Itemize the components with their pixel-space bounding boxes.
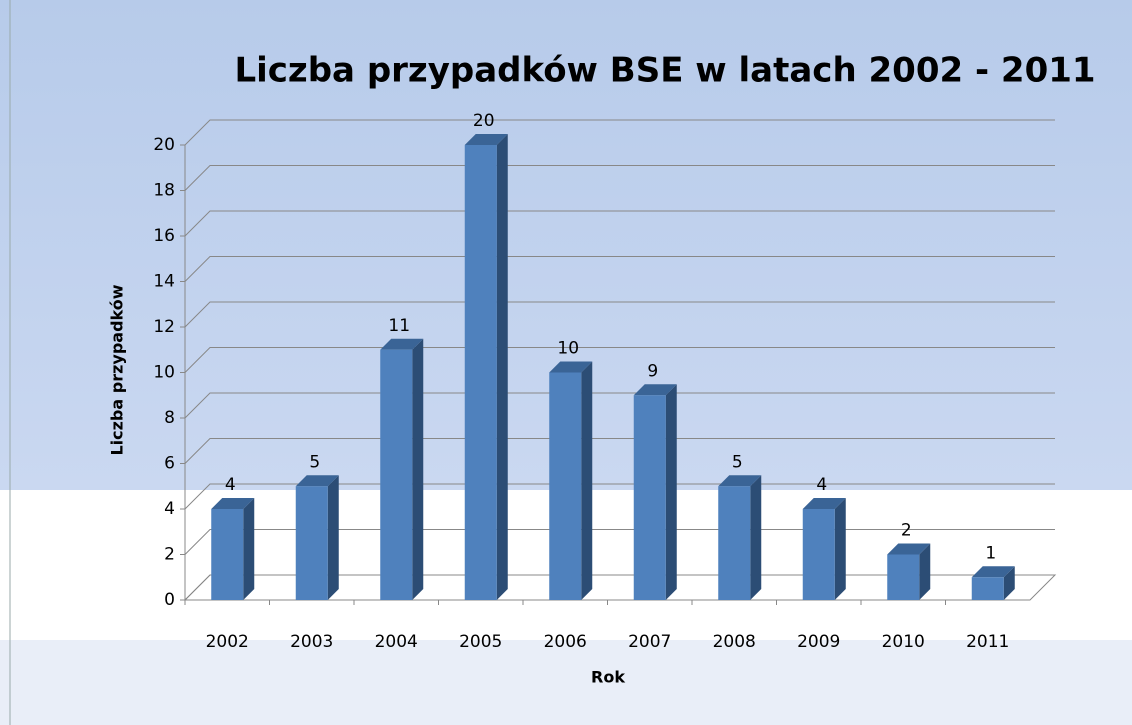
x-axis-label: Rok bbox=[591, 668, 625, 687]
x-tick-label: 2007 bbox=[628, 632, 671, 652]
bar bbox=[295, 486, 328, 600]
x-tick-label: 2004 bbox=[375, 632, 418, 652]
bar-side bbox=[919, 543, 931, 600]
x-tick-label: 2011 bbox=[966, 632, 1009, 652]
bar-top bbox=[549, 361, 593, 373]
data-label: 9 bbox=[647, 361, 658, 381]
grid-line bbox=[184, 392, 1055, 419]
bar bbox=[887, 554, 920, 600]
bar-top bbox=[295, 475, 339, 487]
bar-top bbox=[633, 384, 677, 396]
bar-top bbox=[887, 543, 931, 555]
bar-side bbox=[750, 475, 762, 600]
y-tick-label: 10 bbox=[153, 363, 175, 383]
x-tick-label: 2002 bbox=[206, 632, 249, 652]
y-tick-label: 4 bbox=[164, 499, 175, 519]
grid-line bbox=[184, 483, 1055, 510]
bar-side bbox=[665, 384, 677, 600]
data-label: 2 bbox=[901, 521, 912, 541]
x-tick-label: 2008 bbox=[713, 632, 756, 652]
bar-top bbox=[971, 566, 1015, 578]
grid-line bbox=[184, 301, 1055, 328]
y-tick-label: 6 bbox=[164, 454, 175, 474]
y-tick-label: 14 bbox=[153, 272, 175, 292]
bar bbox=[633, 395, 666, 600]
grid-line bbox=[184, 574, 1055, 601]
bar bbox=[464, 145, 497, 600]
y-tick-label: 8 bbox=[164, 408, 175, 428]
bar bbox=[802, 509, 835, 600]
bar bbox=[211, 509, 244, 600]
y-tick-label: 0 bbox=[164, 590, 175, 610]
x-tick-label: 2005 bbox=[459, 632, 502, 652]
bar-side bbox=[581, 361, 593, 600]
x-tick-label: 2006 bbox=[544, 632, 587, 652]
data-label: 20 bbox=[473, 111, 495, 131]
data-label: 4 bbox=[225, 475, 236, 495]
bar-side bbox=[243, 498, 255, 600]
y-tick-label: 2 bbox=[164, 545, 175, 565]
data-label: 5 bbox=[309, 452, 320, 472]
grid-line bbox=[184, 119, 1055, 146]
y-tick-label: 12 bbox=[153, 317, 175, 337]
bar-side bbox=[496, 134, 508, 600]
bar-side bbox=[327, 475, 339, 600]
bar-side bbox=[834, 498, 846, 600]
bar-top bbox=[211, 498, 255, 509]
data-label: 10 bbox=[557, 339, 579, 359]
data-label: 5 bbox=[732, 452, 743, 472]
data-label: 11 bbox=[388, 316, 410, 336]
grid-line bbox=[184, 210, 1055, 237]
y-axis-label: Liczba przypadków bbox=[108, 284, 127, 455]
grid-line bbox=[184, 529, 1055, 555]
bar-top bbox=[380, 338, 424, 350]
bar-side bbox=[412, 338, 424, 600]
grid-line bbox=[184, 256, 1055, 282]
x-tick-label: 2010 bbox=[882, 632, 925, 652]
bar bbox=[549, 372, 582, 600]
data-label: 1 bbox=[985, 543, 996, 563]
bar-top bbox=[718, 475, 762, 487]
bar bbox=[971, 577, 1004, 600]
data-label: 4 bbox=[816, 475, 827, 495]
x-tick-label: 2003 bbox=[290, 632, 333, 652]
bar-top bbox=[802, 498, 846, 509]
bar-top bbox=[464, 134, 508, 145]
bar-side bbox=[1003, 566, 1015, 600]
y-tick-label: 20 bbox=[153, 135, 175, 155]
bar bbox=[718, 486, 751, 600]
x-tick-label: 2009 bbox=[797, 632, 840, 652]
grid-line bbox=[184, 165, 1055, 191]
chart-title: Liczba przypadków BSE w latach 2002 - 20… bbox=[234, 51, 1095, 91]
grid-line bbox=[184, 347, 1055, 373]
y-tick-label: 16 bbox=[153, 226, 175, 246]
y-tick-label: 18 bbox=[153, 181, 175, 201]
bar bbox=[380, 349, 413, 600]
background-bottom bbox=[0, 640, 1132, 725]
grid-line bbox=[184, 438, 1055, 464]
